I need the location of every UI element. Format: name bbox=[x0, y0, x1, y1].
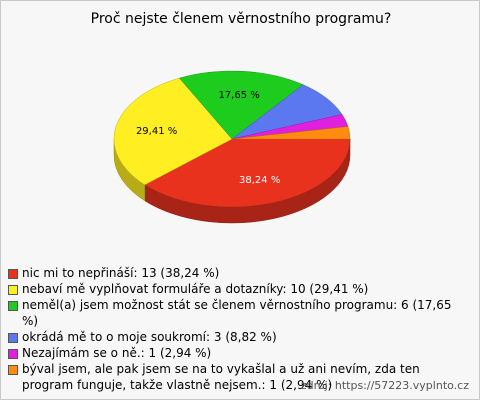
legend-swatch bbox=[8, 365, 18, 375]
legend-label: Nezajímám se o ně.: 1 (2,94 %) bbox=[22, 346, 212, 360]
legend-swatch bbox=[8, 333, 18, 343]
legend-swatch bbox=[8, 269, 18, 279]
pie-area: Proč nejste členem věrnostního programu?… bbox=[91, 11, 392, 224]
legend-label: neměl(a) jsem možnost stát se členem věr… bbox=[22, 298, 452, 328]
legend-label: býval jsem, ale pak jsem se na to vykašl… bbox=[22, 362, 420, 392]
slice bbox=[113, 77, 233, 186]
legend-label: nic mi to nepřináší: 13 (38,24 %) bbox=[22, 266, 220, 280]
legend-item: býval jsem, ale pak jsem se na to vykašl… bbox=[8, 361, 468, 393]
slice bbox=[144, 138, 351, 208]
source: zdroj: https://57223.vyplnto.cz bbox=[300, 379, 469, 392]
slice bbox=[231, 126, 351, 140]
legend-item: nebaví mě vyplňovat formuláře a dotazník… bbox=[8, 281, 468, 297]
legend-swatch bbox=[8, 349, 18, 359]
slice-label: 17,65 % bbox=[218, 90, 259, 101]
legend-item: nic mi to nepřináší: 13 (38,24 %) bbox=[8, 265, 468, 281]
legend-swatch bbox=[8, 301, 18, 311]
slice-label: 29,41 % bbox=[136, 126, 177, 137]
slice bbox=[178, 70, 304, 140]
chart-title: Proč nejste členem věrnostního programu? bbox=[91, 11, 392, 27]
legend: nic mi to nepřináší: 13 (38,24 %) nebaví … bbox=[8, 265, 468, 393]
slice-label: 38,24 % bbox=[239, 175, 280, 186]
legend-item: neměl(a) jsem možnost stát se členem věr… bbox=[8, 297, 468, 329]
legend-label: okrádá mě to o moje soukromí: 3 (8,82 %) bbox=[22, 330, 277, 344]
legend-item: okrádá mě to o moje soukromí: 3 (8,82 %) bbox=[8, 329, 468, 345]
legend-item: Nezajímám se o ně.: 1 (2,94 %) bbox=[8, 345, 468, 361]
legend-label: nebaví mě vyplňovat formuláře a dotazník… bbox=[22, 282, 369, 296]
legend-swatch bbox=[8, 285, 18, 295]
